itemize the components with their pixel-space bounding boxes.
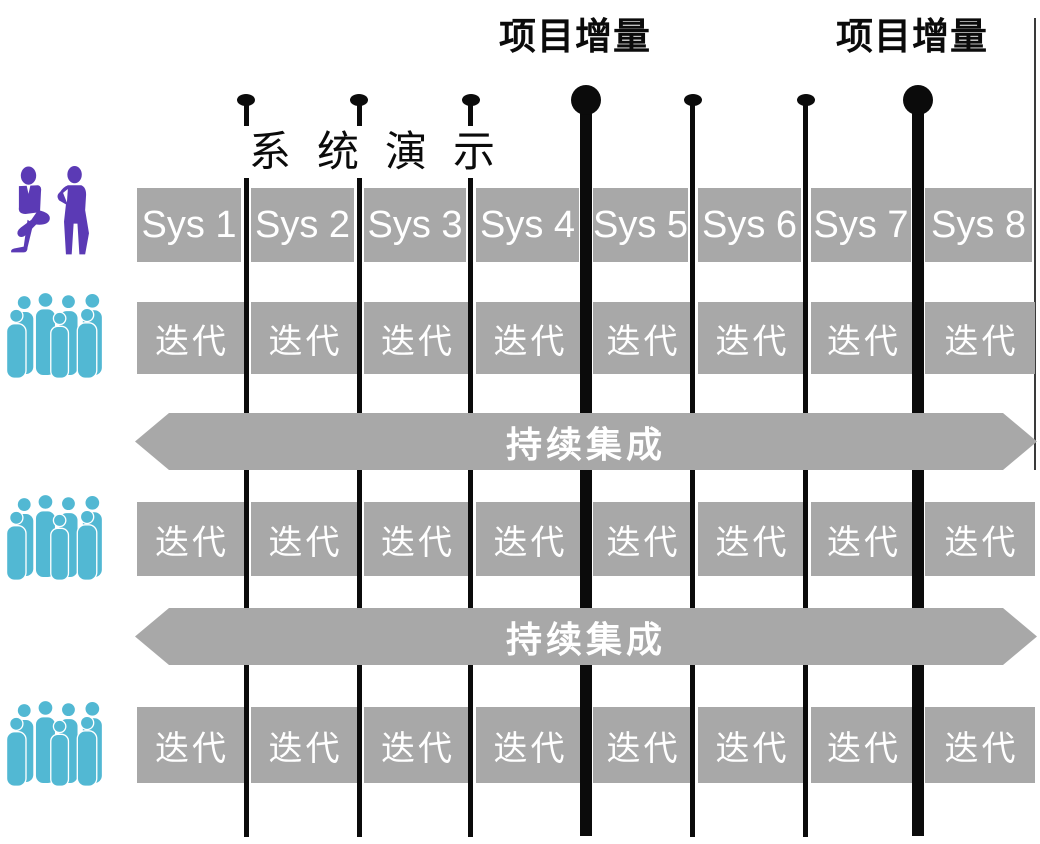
system-demo-dot-icon bbox=[684, 94, 702, 106]
iteration-cell: 迭代 bbox=[251, 707, 357, 783]
sys-cell-5: Sys 5 bbox=[593, 188, 688, 262]
team-crowd-icon bbox=[3, 291, 118, 385]
sys-cell-3: Sys 3 bbox=[364, 188, 466, 262]
iteration-cell: 迭代 bbox=[251, 502, 357, 576]
iteration-cell: 迭代 bbox=[364, 502, 469, 576]
team-crowd-icon bbox=[3, 699, 118, 793]
iteration-cell: 迭代 bbox=[925, 502, 1035, 576]
system-demo-dot-icon bbox=[237, 94, 255, 106]
sys-cell-6: Sys 6 bbox=[698, 188, 801, 262]
iteration-cell: 迭代 bbox=[811, 302, 914, 374]
iteration-cell: 迭代 bbox=[476, 707, 582, 783]
sys-row: Sys 1 Sys 2 Sys 3 Sys 4 Sys 5 Sys 6 Sys … bbox=[0, 188, 1040, 262]
team-crowd-icon bbox=[3, 493, 118, 587]
iteration-cell: 迭代 bbox=[364, 302, 469, 374]
iteration-row-3: 迭代 迭代 迭代 迭代 迭代 迭代 迭代 迭代 bbox=[0, 707, 1040, 783]
system-demo-dot-icon bbox=[350, 94, 368, 106]
right-border-line bbox=[1034, 18, 1036, 470]
iteration-cell: 迭代 bbox=[476, 502, 582, 576]
sys-cell-8: Sys 8 bbox=[925, 188, 1032, 262]
iteration-cell: 迭代 bbox=[364, 707, 469, 783]
iteration-cell: 迭代 bbox=[593, 502, 691, 576]
iteration-row-2: 迭代 迭代 迭代 迭代 迭代 迭代 迭代 迭代 bbox=[0, 502, 1040, 576]
iteration-cell: 迭代 bbox=[137, 502, 244, 576]
iteration-cell: 迭代 bbox=[593, 302, 691, 374]
program-increment-label-1: 项目增量 bbox=[499, 16, 651, 57]
system-demo-label: 系统演示 bbox=[238, 126, 532, 178]
system-demo-dot-icon bbox=[462, 94, 480, 106]
iteration-cell: 迭代 bbox=[811, 502, 914, 576]
program-increment-label-2: 项目增量 bbox=[836, 16, 988, 57]
continuous-integration-label: 持续集成 bbox=[505, 423, 666, 465]
business-people-pair-icon bbox=[4, 166, 101, 267]
sys-cell-2: Sys 2 bbox=[251, 188, 354, 262]
sys-cell-4: Sys 4 bbox=[476, 188, 579, 262]
iteration-cell: 迭代 bbox=[137, 707, 244, 783]
iteration-cell: 迭代 bbox=[476, 302, 582, 374]
iteration-cell: 迭代 bbox=[251, 302, 357, 374]
iteration-cell: 迭代 bbox=[593, 707, 691, 783]
pi-boundary-dot-icon bbox=[903, 85, 933, 115]
iteration-cell: 迭代 bbox=[698, 302, 804, 374]
iteration-cell: 迭代 bbox=[137, 302, 244, 374]
continuous-integration-arrow-2: 持续集成 bbox=[135, 608, 1037, 665]
iteration-cell: 迭代 bbox=[925, 707, 1035, 783]
iteration-cell: 迭代 bbox=[698, 502, 804, 576]
iteration-cell: 迭代 bbox=[925, 302, 1035, 374]
iteration-cell: 迭代 bbox=[698, 707, 804, 783]
iteration-row-1: 迭代 迭代 迭代 迭代 迭代 迭代 迭代 迭代 bbox=[0, 302, 1040, 374]
pi-boundary-dot-icon bbox=[571, 85, 601, 115]
sys-cell-7: Sys 7 bbox=[811, 188, 911, 262]
iteration-cell: 迭代 bbox=[811, 707, 914, 783]
system-demo-dot-icon bbox=[797, 94, 815, 106]
continuous-integration-label: 持续集成 bbox=[505, 618, 666, 660]
continuous-integration-arrow-1: 持续集成 bbox=[135, 413, 1037, 470]
sys-cell-1: Sys 1 bbox=[137, 188, 241, 262]
